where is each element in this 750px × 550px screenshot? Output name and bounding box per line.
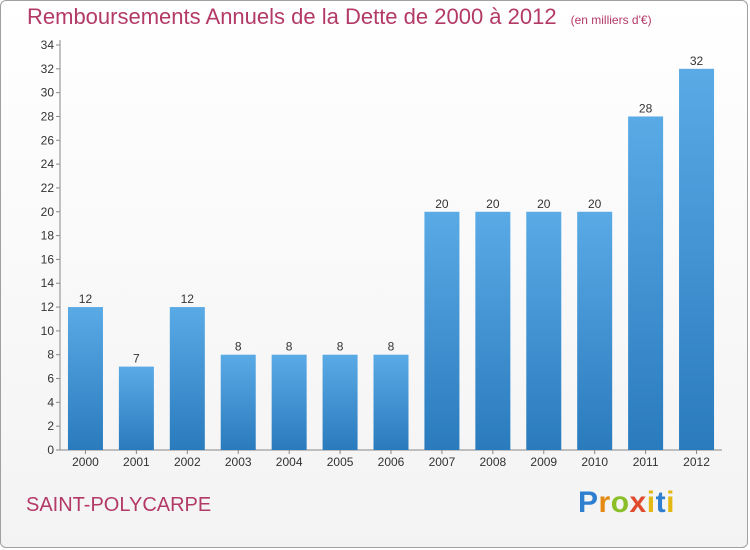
value-label: 8 — [286, 340, 293, 354]
x-tick-label: 2008 — [479, 455, 506, 469]
y-tick-label: 20 — [41, 205, 55, 219]
x-tick-label: 2009 — [530, 455, 557, 469]
chart-title: Remboursements Annuels de la Dette de 20… — [27, 4, 557, 29]
y-tick-label: 4 — [47, 395, 54, 409]
x-tick-label: 2010 — [581, 455, 608, 469]
x-tick-label: 2002 — [174, 455, 201, 469]
value-label: 32 — [690, 54, 704, 68]
y-tick-label: 0 — [47, 443, 54, 457]
x-tick-label: 2005 — [327, 455, 354, 469]
bar-2002 — [169, 307, 205, 450]
value-label: 8 — [388, 340, 395, 354]
bar-2010 — [577, 211, 613, 450]
y-tick-label: 16 — [41, 252, 55, 266]
y-tick-label: 22 — [41, 181, 55, 195]
bar-2007 — [424, 211, 460, 450]
x-tick-label: 2001 — [123, 455, 150, 469]
proxiti-logo[interactable]: Proxiti — [578, 486, 675, 519]
y-tick-label: 2 — [47, 419, 54, 433]
bar-2009 — [526, 211, 562, 450]
y-tick-label: 6 — [47, 372, 54, 386]
y-tick-label: 8 — [47, 348, 54, 362]
x-tick-label: 2012 — [683, 455, 710, 469]
bar-2006 — [373, 354, 409, 450]
value-label: 20 — [435, 197, 449, 211]
value-label: 20 — [537, 197, 551, 211]
y-tick-label: 14 — [41, 276, 55, 290]
x-tick-label: 2004 — [276, 455, 303, 469]
value-label: 12 — [181, 292, 195, 306]
bar-2000 — [67, 307, 103, 450]
labels: 2000 12 2001 7 2002 12 2003 8 2004 8 2005 8 2006 8 200… — [72, 54, 710, 469]
x-tick-label: 2003 — [225, 455, 252, 469]
bar-2008 — [475, 211, 511, 450]
y-tick-label: 10 — [41, 324, 55, 338]
value-label: 28 — [639, 101, 653, 115]
x-tick-label: 2000 — [72, 455, 99, 469]
value-label: 8 — [235, 340, 242, 354]
bar-2001 — [118, 366, 154, 450]
y-tick-label: 34 — [41, 38, 55, 52]
value-label: 7 — [133, 352, 140, 366]
y-tick-label: 26 — [41, 133, 55, 147]
chart-subtitle: (en milliers d'€) — [570, 13, 652, 27]
x-tick-label: 2006 — [378, 455, 405, 469]
title-line: Remboursements Annuels de la Dette de 20… — [27, 4, 652, 30]
x-tick-label: 2007 — [429, 455, 456, 469]
value-label: 8 — [337, 340, 344, 354]
value-label: 12 — [79, 292, 93, 306]
bar-2012 — [679, 68, 715, 450]
y-tick-label: 18 — [41, 229, 55, 243]
y-tick-label: 30 — [41, 86, 55, 100]
y-tick-label: 32 — [41, 62, 55, 76]
value-label: 20 — [588, 197, 602, 211]
bar-2005 — [322, 354, 358, 450]
y-tick-label: 28 — [41, 109, 55, 123]
bar-2004 — [271, 354, 307, 450]
commune-name: SAINT-POLYCARPE — [26, 494, 212, 516]
y-tick-label: 24 — [41, 157, 55, 171]
bars — [67, 68, 715, 451]
x-tick-label: 2011 — [633, 455, 659, 469]
bar-2003 — [220, 354, 256, 450]
y-tick-label: 12 — [41, 300, 55, 314]
bar-2011 — [628, 116, 664, 451]
value-label: 20 — [486, 197, 500, 211]
